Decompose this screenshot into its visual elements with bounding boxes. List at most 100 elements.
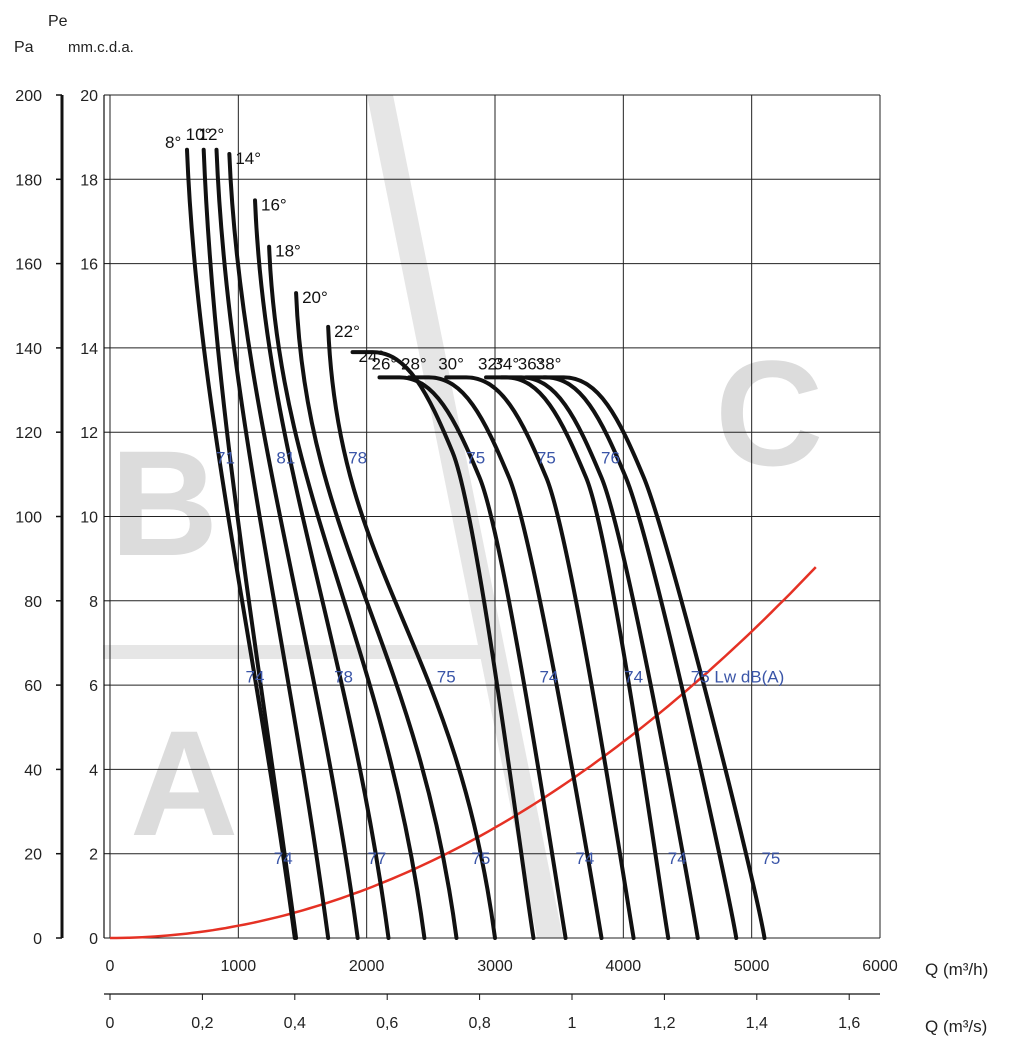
x2-tick-label: 1 — [568, 1015, 577, 1032]
sound-level-label: 75 — [466, 448, 485, 467]
y-pa-tick-label: 100 — [15, 510, 42, 527]
fan-curve-30 — [444, 375, 636, 940]
y-pa-tick-label: 140 — [15, 341, 42, 358]
y-pa-unit-label: Pa — [14, 39, 34, 56]
system-curve-line — [110, 566, 817, 940]
y-pa-tick-label: 80 — [24, 594, 42, 611]
y-pa-tick-label: 0 — [33, 931, 42, 948]
fan-curve-24 — [350, 350, 536, 940]
fan-curve-18 — [267, 244, 427, 940]
fan-curve-36 — [523, 375, 739, 940]
y-mm-tick-label: 8 — [89, 594, 98, 611]
x-tick-label: 2000 — [349, 958, 385, 975]
angle-label: 22° — [334, 322, 360, 341]
x2-tick-label: 0,4 — [284, 1015, 306, 1032]
y-mm-tick-label: 18 — [80, 172, 98, 189]
x2-tick-label: 1,6 — [838, 1015, 860, 1032]
sound-labels: 71 81 78 75 75 76 74 78 75 74 74 75 Lw dB(A) 74 77 75 7… — [216, 448, 784, 867]
angle-label: 36° — [518, 354, 544, 373]
y-mm-tick-label: 10 — [80, 510, 98, 527]
angle-label: 38° — [536, 354, 562, 373]
y-mm-tick-label: 20 — [80, 88, 98, 105]
zone-label-c: C — [715, 329, 823, 497]
fan-curve-12 — [214, 147, 331, 940]
y-pa-tick-label: 120 — [15, 425, 42, 442]
fan-curve-28 — [407, 375, 604, 940]
y-symbol-label: Pe — [48, 13, 68, 30]
x-tick-label: 5000 — [734, 958, 770, 975]
fan-curve-16 — [253, 198, 391, 940]
angle-label: 34° — [493, 354, 519, 373]
grid — [109, 94, 881, 939]
y-pa-tick-label: 20 — [24, 847, 42, 864]
angle-label: 26° — [372, 354, 398, 373]
fan-curve-14 — [227, 152, 360, 940]
angle-label: 30° — [438, 354, 464, 373]
angle-label: 8° — [165, 133, 181, 152]
x-primary-axis-title: Q (m³/h) — [925, 960, 988, 979]
sound-level-label: 74 — [624, 668, 643, 687]
fan-curve-34 — [499, 375, 700, 940]
sound-level-label: 74 — [668, 849, 687, 868]
sound-level-label: 77 — [367, 849, 386, 868]
x2-tick-label: 0,6 — [376, 1015, 398, 1032]
x-tick-label: 6000 — [862, 958, 898, 975]
sound-level-label: 75 — [437, 668, 456, 687]
angle-label: 10° — [186, 125, 212, 144]
angle-label: 20° — [302, 288, 328, 307]
sound-level-label: 81 — [276, 448, 295, 467]
y-pa-tick-label: 40 — [24, 762, 42, 779]
x-tick-label: 0 — [106, 958, 115, 975]
x2-tick-label: 0,2 — [191, 1015, 213, 1032]
angle-label: 16° — [261, 195, 287, 214]
y-mm-unit-label: mm.c.d.a. — [68, 39, 134, 56]
y-pa-tick-label: 180 — [15, 172, 42, 189]
x2-tick-label: 1,2 — [653, 1015, 675, 1032]
series-layer — [185, 147, 767, 940]
angle-label: 14° — [235, 149, 261, 168]
angle-label: 24° — [359, 347, 385, 366]
x-tick-label: 3000 — [477, 958, 513, 975]
y-mm-tick-label: 4 — [89, 762, 98, 779]
sound-level-label: 76 — [601, 448, 620, 467]
zone-divider-horizontal — [103, 645, 503, 659]
system-curve-layer — [110, 566, 817, 940]
angle-labels: 8° 10°12° 14° 16° 18° 20° 22° 24°26° 28° 30° 32°34… — [165, 125, 561, 374]
y-pa-tick-label: 200 — [15, 88, 42, 105]
x-tick-label: 4000 — [606, 958, 642, 975]
sound-level-label: 75 — [761, 849, 780, 868]
y-mm-tick-label: 6 — [89, 678, 98, 695]
x2-tick-label: 1,4 — [746, 1015, 768, 1032]
angle-label: 28° — [401, 354, 427, 373]
sound-level-label: 74 — [274, 849, 293, 868]
fan-curve-26 — [377, 375, 568, 940]
sound-level-label: 75 — [471, 849, 490, 868]
sound-level-label: 74 — [246, 668, 265, 687]
sound-level-label: 78 — [348, 448, 367, 467]
y-mm-tick-label: 2 — [89, 847, 98, 864]
fan-curve-22 — [326, 324, 497, 940]
fan-curve-38 — [541, 375, 767, 940]
x2-tick-label: 0,8 — [468, 1015, 490, 1032]
angle-label: 32° — [478, 354, 504, 373]
fan-curve-8 — [185, 147, 297, 940]
y-mm-tick-label: 12 — [80, 425, 98, 442]
angle-label: 18° — [275, 242, 301, 261]
sound-level-label: 78 — [334, 668, 353, 687]
x-tick-label: 1000 — [221, 958, 257, 975]
y-pa-tick-label: 160 — [15, 257, 42, 274]
zone-label-a: A — [130, 699, 238, 867]
sound-level-label: 75 — [537, 448, 556, 467]
x2-tick-label: 0 — [106, 1015, 115, 1032]
zone-label-b: B — [110, 419, 218, 587]
y-mm-tick-label: 0 — [89, 931, 98, 948]
axes: 0204060801001201401601802000246810121416… — [15, 88, 898, 1032]
angle-label: 12° — [199, 125, 225, 144]
x-secondary-axis-title: Q (m³/s) — [925, 1017, 987, 1036]
fan-curve-32 — [484, 375, 671, 940]
y-mm-tick-label: 14 — [80, 341, 98, 358]
fan-curve-20 — [294, 291, 459, 940]
y-mm-tick-label: 16 — [80, 257, 98, 274]
sound-level-label: 74 — [575, 849, 594, 868]
